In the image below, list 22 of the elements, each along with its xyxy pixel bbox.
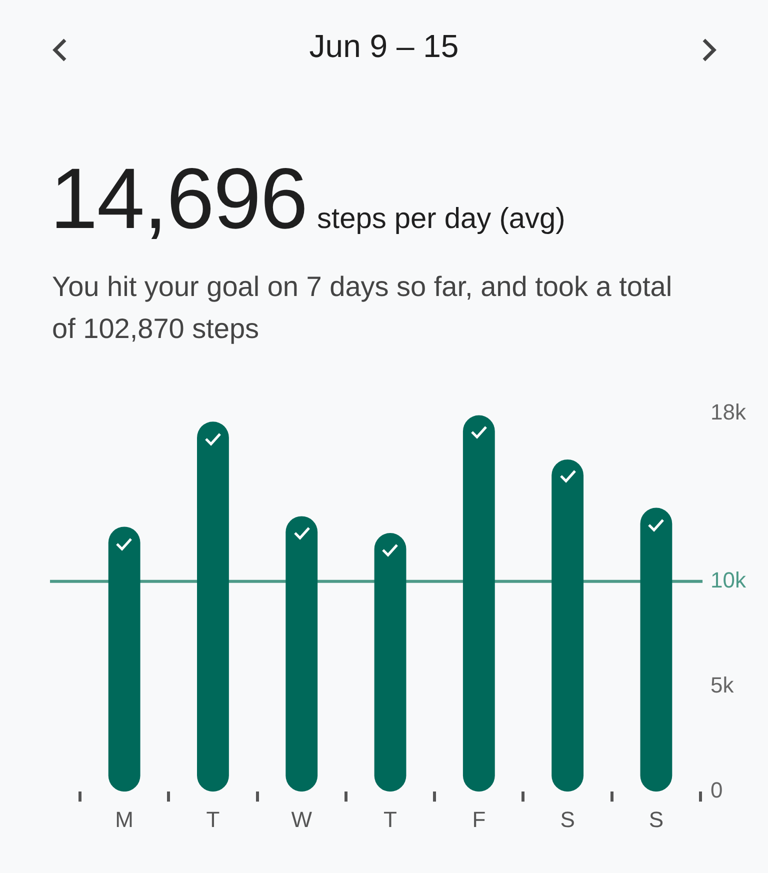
text: steps per day (avg) (317, 203, 566, 235)
bar (374, 533, 406, 792)
bar (108, 526, 140, 792)
y-tick-label: 5k (710, 672, 735, 698)
bar (197, 422, 229, 792)
chart-title: Jun 9 – 15 (308, 28, 460, 65)
x-tick-label: S (560, 806, 575, 832)
bar (462, 415, 495, 792)
x-tick-label: W (291, 806, 312, 832)
y-tick-label: 10k (710, 567, 747, 592)
text: 14,696 (50, 151, 308, 247)
bar (552, 459, 584, 792)
x-tick-label: T (384, 806, 397, 832)
y-tick-label: 0 (710, 778, 723, 803)
y-tick-label: 18k (710, 399, 747, 424)
x-tick-label: F (472, 806, 486, 832)
bar (640, 508, 672, 792)
x-tick-label: M (115, 806, 134, 832)
chart-subtitle: You hit your goal on 7 days so far, and took a total of 102,870 steps (52, 270, 674, 346)
x-tick-label: S (648, 806, 664, 832)
x-tick-label: T (206, 806, 220, 832)
bar (286, 516, 318, 792)
